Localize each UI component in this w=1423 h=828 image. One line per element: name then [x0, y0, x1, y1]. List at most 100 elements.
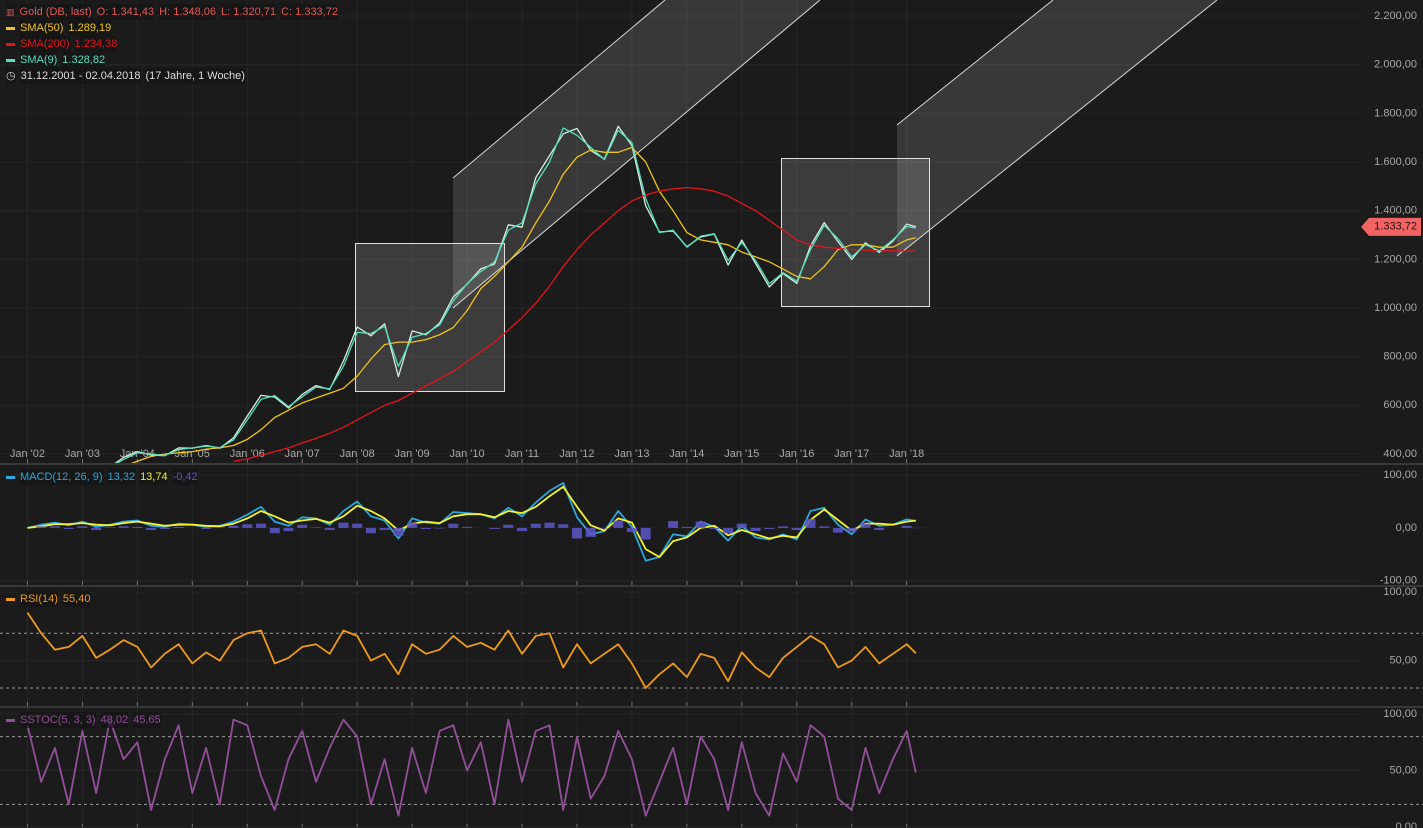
y-tick-label: 100,00 [1383, 469, 1417, 481]
histogram-bar [228, 525, 239, 528]
histogram-bar [640, 527, 651, 540]
x-tick-label: Jan '18 [889, 448, 924, 460]
histogram-bar [599, 527, 610, 529]
panel-plot [26, 718, 917, 817]
histogram-bar [338, 522, 349, 528]
histogram-bar [819, 526, 830, 528]
histogram-bar [517, 527, 528, 532]
y-tick-label: 600,00 [1383, 399, 1417, 411]
legend-row: SMA(200) 1.234,38 [6, 36, 338, 52]
y-tick-label: -100,00 [1380, 575, 1417, 587]
histogram-bar [104, 527, 115, 528]
histogram-bar [448, 523, 459, 528]
histogram-bar [709, 527, 720, 529]
x-tick-label: Jan '15 [724, 448, 759, 460]
y-tick-label: 800,00 [1383, 351, 1417, 363]
histogram-bar [613, 520, 624, 528]
histogram-bar [365, 527, 376, 534]
legend-label: SSTOC(5, 3, 3) [20, 712, 96, 728]
channel-line [896, 0, 1054, 126]
histogram-bar [805, 518, 816, 528]
legend-row: ◷ 31.12.2001 - 02.04.2018 (17 Jahre, 1 Woc… [6, 68, 338, 84]
histogram-bar [571, 527, 582, 539]
histogram-bar [846, 527, 857, 532]
histogram-bar [558, 524, 569, 528]
histogram-bar [544, 522, 555, 528]
panel-plot [26, 612, 917, 689]
x-tick-label: Jan '16 [779, 448, 814, 460]
histogram-bar [159, 527, 170, 529]
histogram-bar [91, 527, 102, 531]
x-tick-label: Jan '03 [65, 448, 100, 460]
histogram-bar [832, 527, 843, 533]
histogram-bar [736, 523, 747, 528]
histogram-bar [36, 526, 47, 528]
y-tick-label: 1.200,00 [1374, 253, 1417, 265]
histogram-bar [626, 527, 637, 533]
y-tick-label: 2.000,00 [1374, 59, 1417, 71]
channel-line [452, 0, 821, 309]
histogram-bar [489, 527, 500, 529]
histogram-bar [764, 527, 775, 529]
histogram-bar [132, 526, 143, 528]
histogram-bar [695, 521, 706, 528]
series-line [27, 482, 916, 562]
histogram-bar [503, 524, 514, 528]
histogram-bar [297, 524, 308, 528]
y-tick-label: 1.400,00 [1374, 205, 1417, 217]
y-tick-label: 0,00 [1396, 522, 1417, 534]
y-tick-label: 1.000,00 [1374, 302, 1417, 314]
histogram-bar [434, 527, 445, 529]
legend-icon: ▥ [6, 4, 15, 20]
x-tick-label: Jan '13 [614, 448, 649, 460]
legend-row: RSI(14) 55,40 [6, 591, 91, 607]
legend-swatch [6, 475, 15, 479]
histogram-bar [668, 521, 679, 528]
histogram-bar [242, 524, 253, 528]
legend-row: SSTOC(5, 3, 3) 48,02 45,65 [6, 712, 161, 728]
legend-label: MACD(12, 26, 9) [20, 469, 103, 485]
histogram-bar [49, 526, 60, 528]
histogram-bar [901, 525, 912, 528]
channel-line [896, 0, 1218, 257]
x-tick-label: Jan '05 [175, 448, 210, 460]
histogram-bar [393, 527, 404, 536]
x-tick-label: Jan '11 [505, 448, 539, 460]
legend-swatch [6, 26, 15, 30]
y-tick-label: 100,00 [1383, 586, 1417, 598]
legend-value: 45,65 [133, 712, 161, 728]
histogram-bar [420, 527, 431, 529]
plots: Jan '02 Jan '03 Jan '04 Jan '05 Jan '06 Jan '… [10, 10, 1421, 828]
histogram-bar [407, 522, 418, 528]
ohlc-value: C: 1.333,72 [281, 4, 338, 20]
histogram-bar [256, 523, 267, 528]
y-tick-label: 1.800,00 [1374, 107, 1417, 119]
histogram-bar [269, 527, 280, 534]
histogram-bar [63, 527, 74, 529]
price-tag-label: 1.333,72 [1374, 221, 1417, 233]
series-line [26, 612, 917, 689]
y-tick-label: 400,00 [1383, 448, 1417, 460]
x-tick-label: Jan '08 [340, 448, 375, 460]
histogram-bar [750, 527, 761, 532]
legend-swatch [6, 597, 15, 601]
legend-value: 1.234,38 [74, 36, 118, 52]
x-tick-label: Jan '02 [10, 448, 45, 460]
histogram-bar [118, 526, 129, 528]
y-tick-label: 0,00 [1396, 821, 1417, 828]
histogram-bar [77, 526, 88, 528]
series-line [130, 146, 916, 463]
x-tick-label: Jan '12 [559, 448, 594, 460]
panel-plot [27, 482, 921, 562]
legend-swatch [6, 718, 15, 722]
ohlc-value: L: 1.320,71 [221, 4, 277, 20]
ohlc-value: H: 1.348,06 [159, 4, 217, 20]
legend: MACD(12, 26, 9) 13,32 13,74 -0,42 [6, 469, 198, 485]
clock-icon: ◷ [6, 68, 16, 84]
legend-value: 13,74 [140, 469, 168, 485]
legend-label: SMA(200) [20, 36, 70, 52]
legend-label: SMA(9) [20, 52, 58, 68]
legend-swatch [6, 58, 15, 62]
histogram-bar [860, 523, 871, 528]
